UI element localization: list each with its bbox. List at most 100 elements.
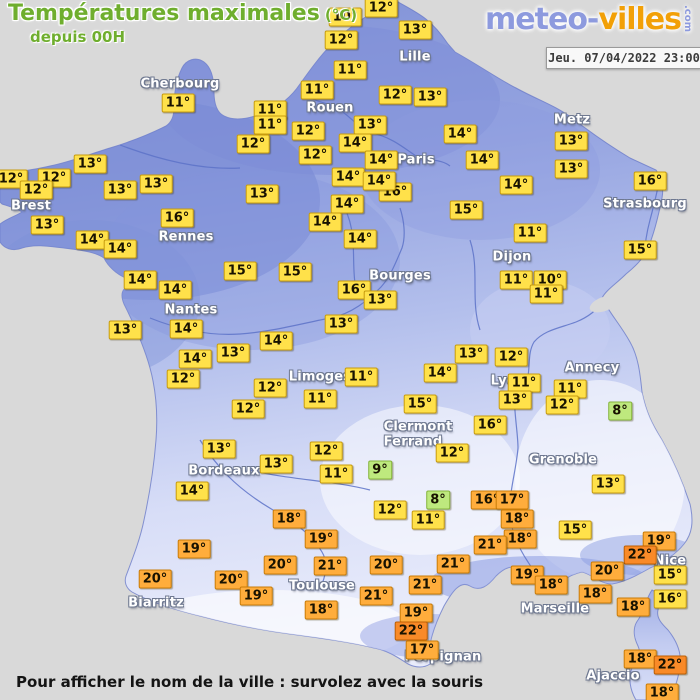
temp-badge[interactable]: 15° — [278, 262, 312, 282]
temp-badge[interactable]: 22° — [394, 621, 428, 641]
temp-badge[interactable]: 12° — [291, 121, 325, 141]
temp-badge[interactable]: 15° — [223, 261, 257, 281]
temp-badge[interactable]: 13° — [591, 474, 625, 494]
temp-badge[interactable]: 13° — [498, 390, 532, 410]
temp-badge[interactable]: 11° — [161, 93, 195, 113]
temp-badge[interactable]: 18° — [616, 597, 650, 617]
temp-badge[interactable]: 16° — [633, 171, 667, 191]
temp-badge[interactable]: 11° — [344, 367, 378, 387]
temp-badge[interactable]: 20° — [263, 555, 297, 575]
temp-badge[interactable]: 21° — [473, 535, 507, 555]
temp-badge[interactable]: 19° — [304, 529, 338, 549]
temp-badge[interactable]: 9° — [368, 460, 392, 480]
temp-badge[interactable]: 21° — [359, 586, 393, 606]
temp-badge[interactable]: 14° — [169, 319, 203, 339]
temp-badge[interactable]: 11° — [411, 510, 445, 530]
temp-badge[interactable]: 12° — [19, 180, 53, 200]
temp-badge[interactable]: 13° — [30, 215, 64, 235]
temp-badge[interactable]: 12° — [364, 0, 398, 18]
temp-badge[interactable]: 14° — [338, 133, 372, 153]
temp-badge[interactable]: 20° — [214, 570, 248, 590]
temp-badge[interactable]: 13° — [139, 174, 173, 194]
temp-badge[interactable]: 11° — [303, 389, 337, 409]
temp-badge[interactable]: 13° — [324, 314, 358, 334]
temp-badge[interactable]: 12° — [253, 378, 287, 398]
temp-badge[interactable]: 11° — [300, 80, 334, 100]
temp-badge[interactable]: 16° — [337, 280, 371, 300]
temp-badge[interactable]: 18° — [272, 509, 306, 529]
temp-badge[interactable]: 10° — [328, 7, 362, 27]
temp-badge[interactable]: 8° — [426, 490, 450, 510]
temp-badge[interactable]: 15° — [623, 240, 657, 260]
temp-badge[interactable]: 13° — [202, 439, 236, 459]
temp-badge[interactable]: 13° — [363, 290, 397, 310]
temp-badge[interactable]: 11° — [513, 223, 547, 243]
temp-badge[interactable]: 14° — [343, 229, 377, 249]
temp-badge[interactable]: 13° — [216, 343, 250, 363]
temp-badge[interactable]: 18° — [304, 600, 338, 620]
temp-badge[interactable]: 14° — [259, 331, 293, 351]
temp-badge[interactable]: 13° — [353, 115, 387, 135]
temp-badge[interactable]: 12° — [373, 500, 407, 520]
temp-badge[interactable]: 13° — [454, 344, 488, 364]
temp-badge[interactable]: 8° — [608, 401, 632, 421]
temp-badge[interactable]: 12° — [0, 169, 28, 189]
site-logo[interactable]: meteo-villes.com — [485, 2, 693, 37]
temp-badge[interactable]: 11° — [253, 115, 287, 135]
temp-badge[interactable]: 14° — [331, 167, 365, 187]
temp-badge[interactable]: 12° — [494, 347, 528, 367]
temp-badge[interactable]: 12° — [236, 134, 270, 154]
temp-badge[interactable]: 22° — [653, 655, 687, 675]
temp-badge[interactable]: 11° — [319, 464, 353, 484]
temp-badge[interactable]: 15° — [558, 520, 592, 540]
temp-badge[interactable]: 14° — [465, 150, 499, 170]
temp-badge[interactable]: 15° — [653, 565, 687, 585]
temp-badge[interactable]: 20° — [138, 569, 172, 589]
temp-badge[interactable]: 22° — [623, 545, 657, 565]
temp-badge[interactable]: 12° — [166, 369, 200, 389]
temp-badge[interactable]: 12° — [231, 399, 265, 419]
temp-badge[interactable]: 12° — [309, 441, 343, 461]
temp-badge[interactable]: 17° — [495, 490, 529, 510]
temp-badge[interactable]: 13° — [245, 184, 279, 204]
temp-badge[interactable]: 20° — [590, 561, 624, 581]
temp-badge[interactable]: 14° — [423, 363, 457, 383]
temp-badge[interactable]: 11° — [529, 284, 563, 304]
temp-badge[interactable]: 13° — [554, 131, 588, 151]
temp-badge[interactable]: 16° — [160, 208, 194, 228]
temp-badge[interactable]: 13° — [103, 180, 137, 200]
temp-badge[interactable]: 14° — [123, 270, 157, 290]
temp-badge[interactable]: 13° — [413, 87, 447, 107]
temp-badge[interactable]: 18° — [623, 649, 657, 669]
temp-badge[interactable]: 14° — [308, 212, 342, 232]
temp-badge[interactable]: 12° — [378, 85, 412, 105]
temp-badge[interactable]: 11° — [333, 60, 367, 80]
temp-badge[interactable]: 12° — [545, 395, 579, 415]
temp-badge[interactable]: 11° — [499, 270, 533, 290]
temp-badge[interactable]: 18° — [578, 584, 612, 604]
temp-badge[interactable]: 13° — [554, 159, 588, 179]
temp-badge[interactable]: 13° — [398, 20, 432, 40]
temp-badge[interactable]: 19° — [399, 603, 433, 623]
temp-badge[interactable]: 14° — [330, 194, 364, 214]
temp-badge[interactable]: 13° — [73, 154, 107, 174]
temp-badge[interactable]: 20° — [369, 555, 403, 575]
temp-badge[interactable]: 13° — [108, 320, 142, 340]
temp-badge[interactable]: 18° — [534, 575, 568, 595]
temp-badge[interactable]: 14° — [443, 124, 477, 144]
temp-badge[interactable]: 19° — [239, 586, 273, 606]
temp-badge[interactable]: 16° — [653, 589, 687, 609]
temp-badge[interactable]: 18° — [503, 529, 537, 549]
temp-badge[interactable]: 19° — [177, 539, 211, 559]
temp-badge[interactable]: 14° — [178, 349, 212, 369]
temp-badge[interactable]: 14° — [175, 481, 209, 501]
temp-badge[interactable]: 18° — [500, 509, 534, 529]
temp-badge[interactable]: 21° — [436, 554, 470, 574]
temp-badge[interactable]: 13° — [259, 454, 293, 474]
temp-badge[interactable]: 16° — [473, 415, 507, 435]
temp-badge[interactable]: 21° — [408, 575, 442, 595]
temp-badge[interactable]: 14° — [362, 171, 396, 191]
temp-badge[interactable]: 16° — [470, 490, 504, 510]
temp-badge[interactable]: 15° — [449, 200, 483, 220]
temp-badge[interactable]: 12° — [324, 30, 358, 50]
